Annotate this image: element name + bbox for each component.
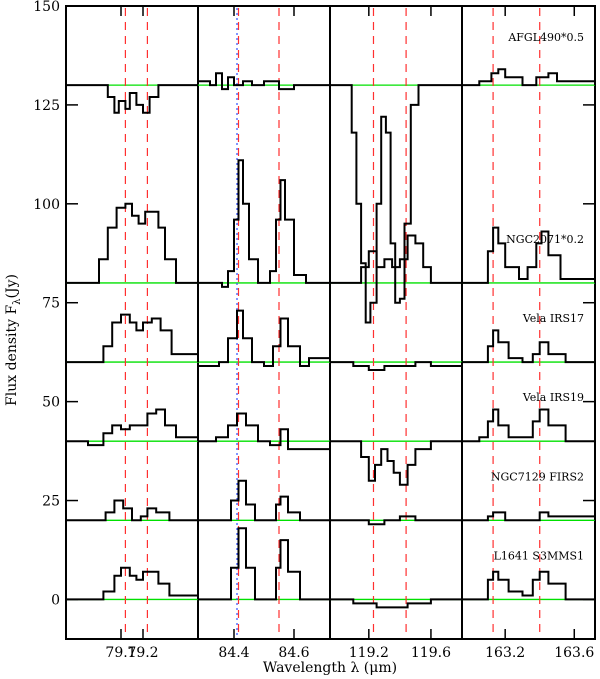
panel-frame-p163 <box>461 5 596 640</box>
x-tick-label-p79-1: 79.2 <box>127 645 158 661</box>
x-tick-label-p119-0: 119.2 <box>349 645 389 661</box>
y-tick-label-5: 125 <box>33 98 60 114</box>
spectrum-p79-3 <box>66 408 199 447</box>
spectrum-p119-3 <box>330 440 462 486</box>
x-tick-label-p163-0: 163.2 <box>485 645 525 661</box>
spectrum-p79-4 <box>66 499 198 522</box>
series-label-0: AFGL490*0.5 <box>507 31 584 44</box>
y-tick-label-2: 50 <box>42 395 60 411</box>
spectrum-p119-0 <box>330 84 462 324</box>
spectrum-p163-5 <box>462 570 595 601</box>
spectrum-p84-3 <box>198 412 331 451</box>
spectrum-p79-5 <box>66 566 199 601</box>
spectrum-p84-5 <box>198 527 330 601</box>
x-axis-title: Wavelength λ (μm) <box>263 660 397 676</box>
spectrum-p119-1 <box>330 234 462 284</box>
spectrum-p84-0 <box>198 72 330 91</box>
spectrum-p79-2 <box>66 313 199 364</box>
spectrum-p84-2 <box>198 309 331 367</box>
spectrum-p119-4 <box>330 515 462 526</box>
spectrum-p79-0 <box>66 84 198 114</box>
panel-frame-p119 <box>329 5 463 640</box>
y-tick-label-6: 150 <box>33 0 60 15</box>
spectrum-p119-2 <box>330 361 463 371</box>
series-label-2: Vela IRS17 <box>522 312 584 325</box>
series-label-4: NGC7129 FIRS2 <box>491 470 584 483</box>
x-tick-label-p119-1: 119.6 <box>411 645 451 661</box>
panel-frame-p84 <box>197 5 331 640</box>
y-axis-title-main: Flux density F <box>4 305 20 406</box>
y-axis-title-unit: (Jy) <box>4 274 20 298</box>
y-axis-title: Flux density Fλ(Jy) <box>4 274 23 406</box>
y-tick-label-4: 100 <box>33 197 60 213</box>
x-tick-label-p163-1: 163.6 <box>554 645 594 661</box>
series-label-5: L1641 S3MMS1 <box>494 549 584 562</box>
spectrum-p79-1 <box>66 202 198 284</box>
series-label-1: NGC2071*0.2 <box>506 233 584 246</box>
x-tick-label-p79-0: 79.1 <box>105 645 136 661</box>
spectrum-p163-0 <box>462 68 596 87</box>
y-axis-title-subscript: λ <box>12 298 23 305</box>
y-tick-label-1: 25 <box>42 494 60 510</box>
spectrum-p163-2 <box>462 329 595 364</box>
spectrum-p84-1 <box>198 159 330 288</box>
y-tick-label-3: 75 <box>42 296 60 312</box>
spectrum-p163-4 <box>462 511 596 522</box>
x-tick-label-p84-1: 84.6 <box>278 645 309 661</box>
spectrum-p163-3 <box>462 408 595 443</box>
spectrum-p163-1 <box>462 226 596 284</box>
y-tick-label-0: 0 <box>51 592 60 608</box>
x-tick-label-p84-0: 84.4 <box>218 645 249 661</box>
spectrum-p119-5 <box>330 598 462 609</box>
series-label-3: Vela IRS19 <box>522 391 584 404</box>
spectrum-p84-4 <box>198 479 330 522</box>
